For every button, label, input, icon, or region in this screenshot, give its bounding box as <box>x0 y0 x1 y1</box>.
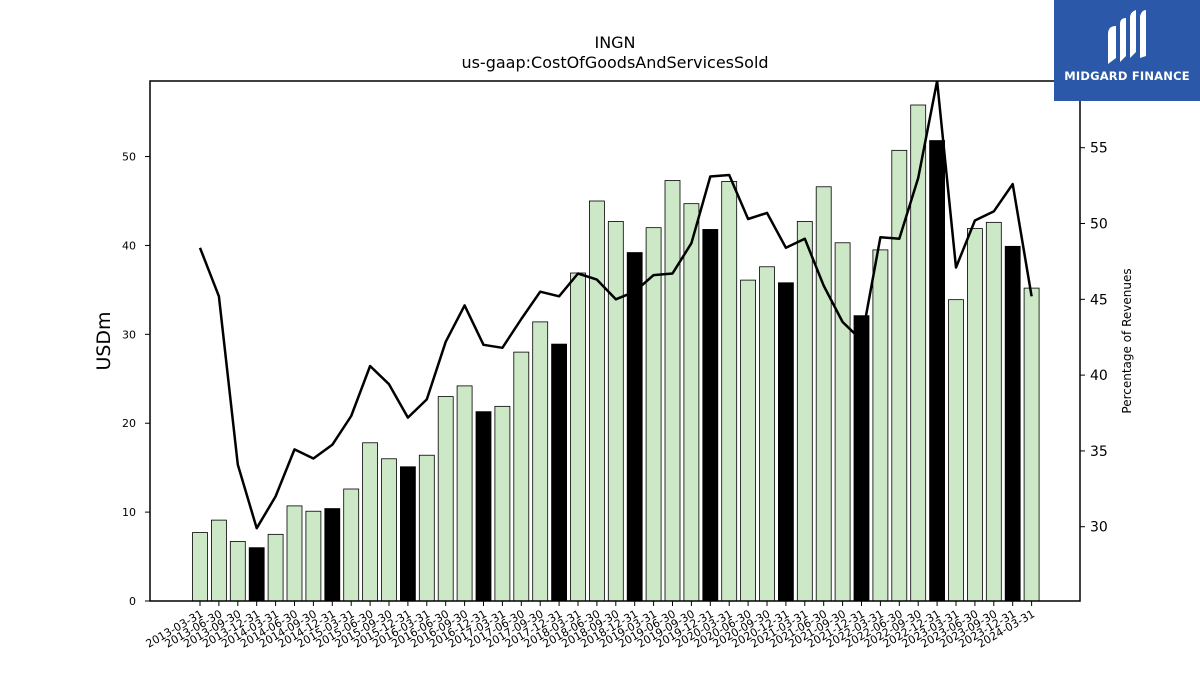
brand-mark-icon <box>1108 10 1146 64</box>
bar-2016-06-30 <box>437 396 454 602</box>
bar-2015-03-31 <box>343 488 360 602</box>
bar-2018-09-30 <box>607 221 624 602</box>
x-axis: 2013-03-312013-06-302013-09-302013-12-31… <box>144 601 1037 651</box>
brand-name: MIDGARD FINANCE <box>1064 69 1190 83</box>
bar-2014-09-30 <box>305 510 322 602</box>
bar-2021-12-31 <box>853 315 870 602</box>
bar-2015-06-30 <box>362 442 379 602</box>
bar-2020-06-30 <box>740 279 756 602</box>
y-tick-label: 30 <box>122 328 136 341</box>
bar-2013-09-30 <box>229 541 246 602</box>
bar-2017-06-30 <box>513 351 530 602</box>
bar-2016-03-31 <box>418 454 435 602</box>
bar-2015-12-31 <box>399 466 416 602</box>
bar-2018-06-30 <box>589 200 605 602</box>
plot-frame <box>149 80 1081 602</box>
bar-2023-06-30 <box>967 228 983 602</box>
bars-group <box>192 104 1040 602</box>
bar-2021-06-30 <box>815 186 832 602</box>
left-axis: 0 10 20 30 40 50 <box>122 151 150 608</box>
y-tick-label: 40 <box>122 239 136 252</box>
bar-2021-03-31 <box>796 221 813 602</box>
bar-2019-03-31 <box>645 227 662 602</box>
bar-2021-09-30 <box>834 242 851 602</box>
bar-2023-12-31 <box>1004 245 1021 602</box>
bar-2023-03-31 <box>948 299 964 602</box>
bar-2019-12-31 <box>702 229 719 602</box>
right-axis: 30 35 40 45 50 55 <box>1080 141 1108 536</box>
bar-2020-12-31 <box>778 282 794 602</box>
y-axis-label: USDm <box>93 311 115 370</box>
y-tick-label: 10 <box>122 506 136 519</box>
y-tick-label: 20 <box>122 417 136 430</box>
brand-logo: MIDGARD FINANCE <box>1054 0 1200 101</box>
y2-tick-label: 45 <box>1090 292 1108 308</box>
bar-2017-03-31 <box>494 405 511 602</box>
bar-2022-12-31 <box>929 140 945 602</box>
bar-2019-09-30 <box>683 203 700 602</box>
bar-2015-09-30 <box>381 458 397 602</box>
bar-2016-09-30 <box>456 385 473 602</box>
bar-2017-09-30 <box>532 321 549 602</box>
bar-2013-12-31 <box>248 547 265 602</box>
bar-2014-12-31 <box>324 508 341 602</box>
bar-2023-09-30 <box>985 221 1002 602</box>
y2-tick-label: 55 <box>1090 141 1108 157</box>
bar-2016-12-31 <box>475 411 492 602</box>
bar-2013-03-31 <box>192 532 208 602</box>
bar-2018-12-31 <box>626 252 643 602</box>
percentage-line <box>198 81 1033 530</box>
bar-2022-03-31 <box>872 249 889 602</box>
bar-2013-06-30 <box>210 519 227 602</box>
y-tick-label: 0 <box>129 595 136 608</box>
y2-tick-label: 50 <box>1090 217 1108 233</box>
y-tick-label: 50 <box>122 151 136 164</box>
chart-title: INGN <box>594 33 635 52</box>
bar-2018-03-31 <box>570 272 586 602</box>
bar-2024-03-31 <box>1023 287 1040 602</box>
bar-2019-06-30 <box>664 180 681 602</box>
y2-tick-label: 40 <box>1090 368 1108 384</box>
y2-tick-label: 30 <box>1090 520 1108 536</box>
bar-2020-03-31 <box>721 181 738 602</box>
line-group <box>198 81 1033 530</box>
bar-2017-12-31 <box>551 343 567 602</box>
bar-2014-03-31 <box>267 533 284 602</box>
y2-tick-label: 35 <box>1090 444 1108 460</box>
chart-subtitle: us-gaap:CostOfGoodsAndServicesSold <box>461 53 768 72</box>
bar-2020-09-30 <box>759 266 775 602</box>
y2-axis-label: Percentage of Revenues <box>1120 268 1134 413</box>
bar-2014-06-30 <box>286 505 303 602</box>
